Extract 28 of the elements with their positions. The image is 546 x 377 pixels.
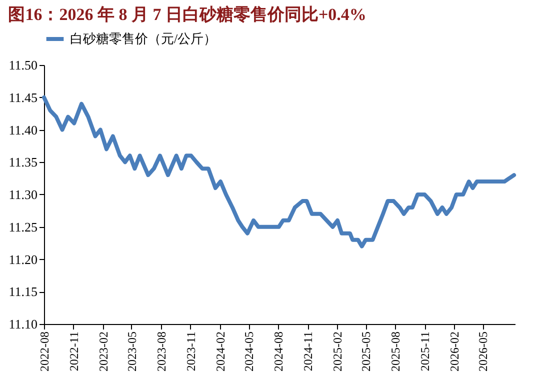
x-tick-label: 2023-05	[124, 332, 139, 372]
x-tick-label: 2025-11	[418, 332, 432, 372]
y-tick-label: 11.25	[8, 219, 38, 234]
x-tick-label: 2023-02	[96, 332, 110, 372]
x-tick-label: 2024-08	[272, 332, 286, 372]
x-tick-label: 2023-11	[184, 332, 198, 372]
x-tick-label: 2022-11	[66, 332, 81, 372]
x-tick-label: 2025-02	[330, 332, 345, 372]
x-tick-label: 2024-02	[213, 332, 228, 372]
chart-title: 图16：2026 年 8 月 7 日白砂糖零售价同比+0.4%	[8, 5, 366, 24]
y-tick-label: 11.10	[8, 316, 38, 332]
x-tick-label: 2025-08	[388, 332, 403, 372]
x-tick-label: 2022-08	[38, 332, 52, 372]
x-tick-label: 2023-08	[154, 332, 168, 372]
x-tick-label: 2024-11	[301, 332, 316, 372]
y-tick-label: 11.20	[8, 252, 38, 267]
y-tick-label: 11.35	[8, 154, 38, 170]
x-tick-label: 2025-05	[359, 332, 374, 372]
y-tick-label: 11.45	[8, 90, 38, 105]
y-tick-label: 11.40	[8, 122, 38, 138]
legend-label: 白砂糖零售价（元/公斤）	[70, 31, 217, 46]
y-tick-label: 11.50	[8, 58, 38, 72]
x-tick-label: 2026-05	[476, 332, 490, 372]
y-tick-label: 11.15	[8, 284, 38, 300]
line-series	[42, 95, 516, 248]
x-tick-label: 2024-05	[242, 332, 256, 372]
x-tick-label: 2026-02	[448, 332, 462, 372]
y-tick-label: 11.30	[8, 187, 38, 202]
